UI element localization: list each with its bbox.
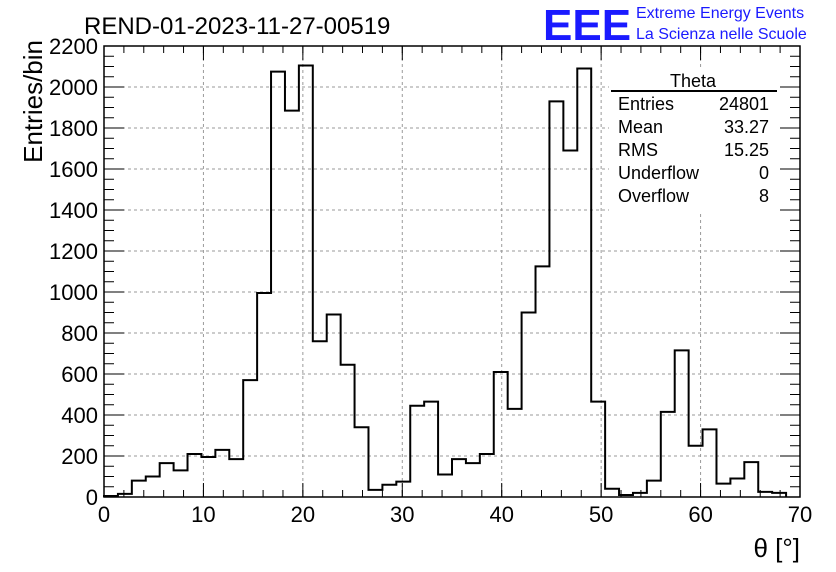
stats-underflow-label: Underflow bbox=[618, 163, 700, 183]
eee-logo: EEE Extreme Energy Events La Scienza nel… bbox=[543, 1, 807, 50]
y-tick-label: 1600 bbox=[49, 157, 98, 182]
x-tick-label: 40 bbox=[489, 502, 513, 527]
stats-title: Theta bbox=[670, 71, 717, 91]
x-tick-label: 50 bbox=[589, 502, 613, 527]
y-tick-label: 1000 bbox=[49, 280, 98, 305]
stats-mean-label: Mean bbox=[618, 117, 663, 137]
plot-frame bbox=[103, 45, 801, 498]
stats-overflow-value: 8 bbox=[759, 186, 769, 206]
tick-labels: 0 10 20 30 40 50 60 70 0 200 400 600 800 1000 1200 1400… bbox=[49, 34, 812, 527]
x-tick-label: 30 bbox=[390, 502, 414, 527]
stats-mean-value: 33.27 bbox=[724, 117, 769, 137]
y-tick-label: 1400 bbox=[49, 198, 98, 223]
y-tick-label: 400 bbox=[61, 403, 98, 428]
stats-entries-label: Entries bbox=[618, 94, 674, 114]
stats-rms-label: RMS bbox=[618, 140, 658, 160]
stats-box: Theta Entries 24801 Mean 33.27 RMS 15.25… bbox=[609, 70, 779, 212]
x-tick-label: 70 bbox=[788, 502, 812, 527]
eee-logo-line2: La Scienza nelle Scuole bbox=[636, 26, 807, 43]
histogram-outline bbox=[103, 64, 788, 497]
x-tick-label: 20 bbox=[291, 502, 315, 527]
x-tick-label: 0 bbox=[98, 502, 110, 527]
y-tick-label: 0 bbox=[86, 485, 98, 510]
y-tick-label: 200 bbox=[61, 444, 98, 469]
stats-entries-value: 24801 bbox=[719, 94, 769, 114]
stats-underflow-value: 0 bbox=[759, 163, 769, 183]
y-tick-label: 600 bbox=[61, 362, 98, 387]
x-tick-label: 60 bbox=[688, 502, 712, 527]
y-tick-label: 1800 bbox=[49, 116, 98, 141]
stats-overflow-label: Overflow bbox=[618, 186, 690, 206]
eee-logo-line1: Extreme Energy Events bbox=[636, 5, 804, 22]
y-tick-label: 800 bbox=[61, 321, 98, 346]
eee-logo-mark: EEE bbox=[543, 1, 631, 50]
stats-rms-value: 15.25 bbox=[724, 140, 769, 160]
y-tick-label: 1200 bbox=[49, 239, 98, 264]
x-axis-label: θ [°] bbox=[753, 533, 800, 563]
stats-box-background bbox=[609, 70, 779, 212]
chart-title: REND-01-2023-11-27-00519 bbox=[84, 13, 390, 40]
y-axis-label: Entries/bin bbox=[18, 40, 48, 163]
grid-lines bbox=[104, 46, 800, 497]
y-tick-label: 2000 bbox=[49, 75, 98, 100]
y-tick-label: 2200 bbox=[49, 34, 98, 59]
x-tick-label: 10 bbox=[191, 502, 215, 527]
